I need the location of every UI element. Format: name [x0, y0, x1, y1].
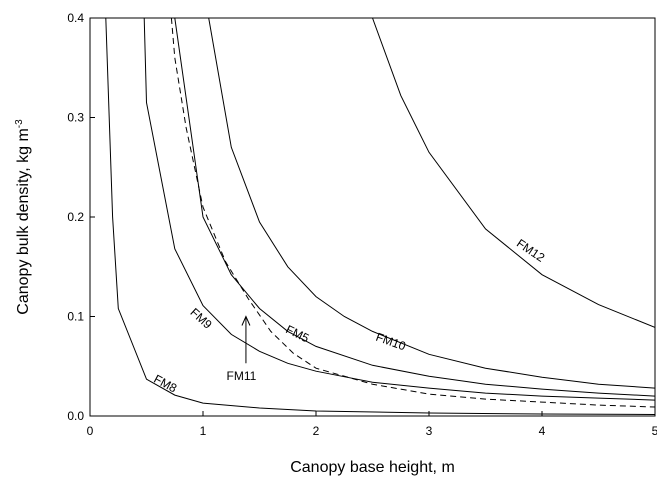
series-line-fm10	[208, 18, 655, 389]
y-tick-label: 0.0	[67, 409, 84, 423]
y-axis-title: Canopy bulk density, kg m-3	[14, 119, 32, 315]
x-tick-label: 0	[87, 424, 94, 438]
axis-ticks: 0 1 2 3 4 5 0.0 0.1 0.2 0.3 0.4	[67, 11, 657, 438]
y-tick-label: 0.2	[67, 210, 84, 224]
x-tick-label: 1	[200, 424, 207, 438]
x-tick-label: 5	[652, 424, 657, 438]
y-axis-title-text: Canopy bulk density, kg m	[15, 128, 32, 314]
series-line-fm5	[174, 18, 655, 397]
fm11-arrow-head	[241, 315, 251, 326]
curve-label-fm8: FM8	[151, 372, 179, 396]
series-line-fm11	[170, 18, 655, 408]
curve-label-fm11: FM11	[227, 369, 257, 383]
y-tick-label: 0.4	[67, 11, 84, 25]
y-axis-title-superscript: -3	[14, 119, 25, 128]
series-line-fm12	[372, 18, 655, 328]
y-tick-label: 0.3	[67, 111, 84, 125]
plot-lines	[105, 18, 655, 415]
series-line-fm8	[105, 18, 655, 415]
x-tick-label: 3	[426, 424, 433, 438]
series-line-fm9	[143, 18, 655, 401]
x-axis-title: Canopy base height, m	[290, 459, 455, 476]
x-tick-label: 2	[313, 424, 320, 438]
x-tick-label: 4	[539, 424, 546, 438]
y-tick-label: 0.1	[67, 310, 84, 324]
curve-label-fm10: FM10	[374, 330, 408, 354]
curve-label-fm12: FM12	[514, 236, 548, 265]
plot-frame	[89, 17, 656, 417]
curve-label-fm9: FM9	[188, 305, 215, 332]
